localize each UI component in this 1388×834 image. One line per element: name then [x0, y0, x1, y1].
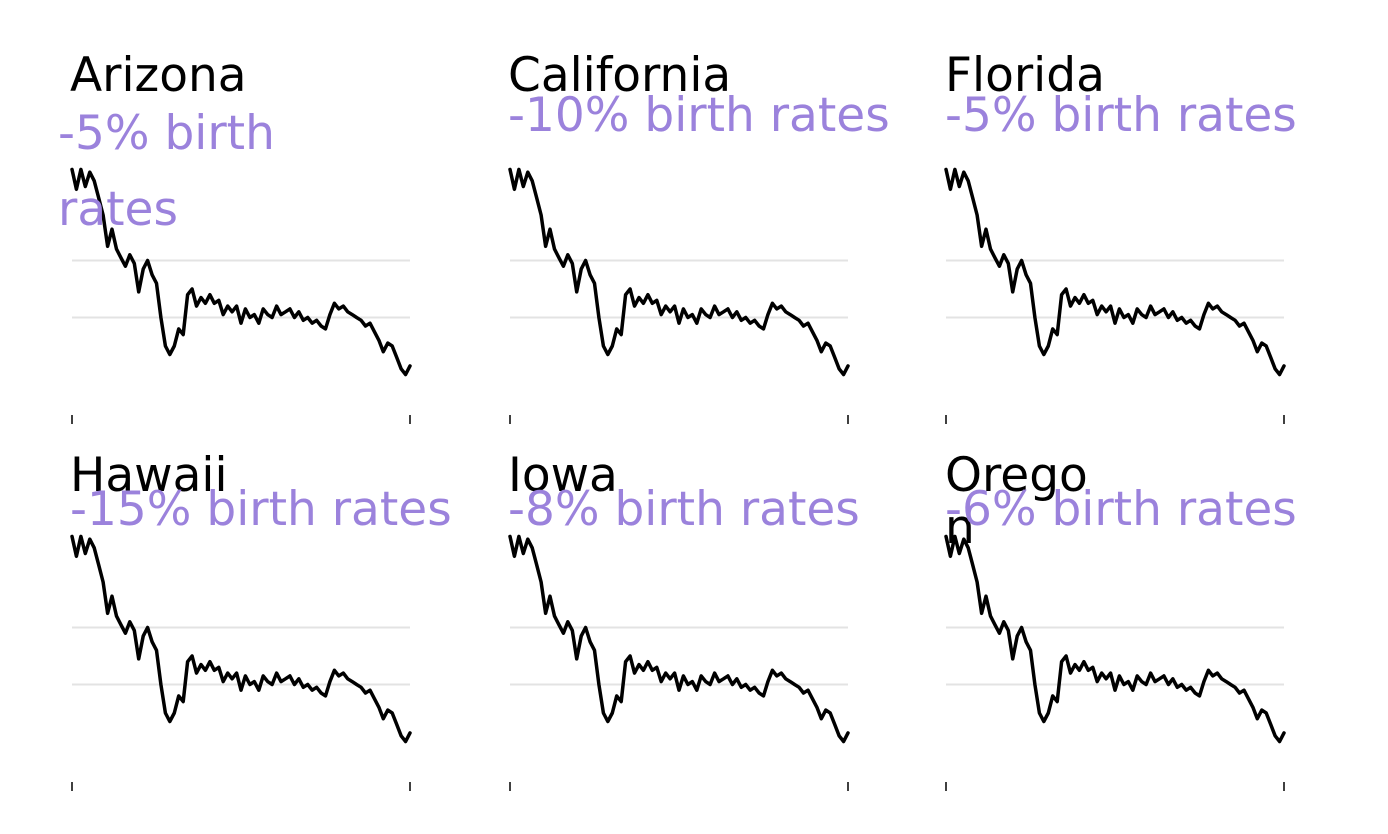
- panel-title-california: California: [508, 48, 732, 103]
- series-line-iowa: [508, 534, 850, 744]
- panel-title-hawaii: Hawaii: [70, 448, 228, 503]
- panel-change-hawaii: -15% birth rates: [70, 482, 452, 537]
- panel-change-oregon: -6% birth rates: [945, 482, 1297, 537]
- panel-change-arizona: -5% birth rates: [58, 106, 275, 237]
- series-line-hawaii: [70, 534, 412, 744]
- panel-change-florida: -5% birth rates: [945, 88, 1297, 143]
- panel-change-california: -10% birth rates: [508, 88, 890, 143]
- series-line-oregon: [944, 534, 1286, 744]
- panel-title-arizona: Arizona: [70, 48, 247, 103]
- panel-change-iowa: -8% birth rates: [508, 482, 860, 537]
- panel-title-florida: Florida: [945, 48, 1105, 103]
- series-line-florida: [944, 167, 1286, 377]
- series-line-arizona: [70, 167, 412, 377]
- panel-title-iowa: Iowa: [508, 448, 618, 503]
- panel-title-oregon: Oregon: [945, 448, 1088, 555]
- series-line-california: [508, 167, 850, 377]
